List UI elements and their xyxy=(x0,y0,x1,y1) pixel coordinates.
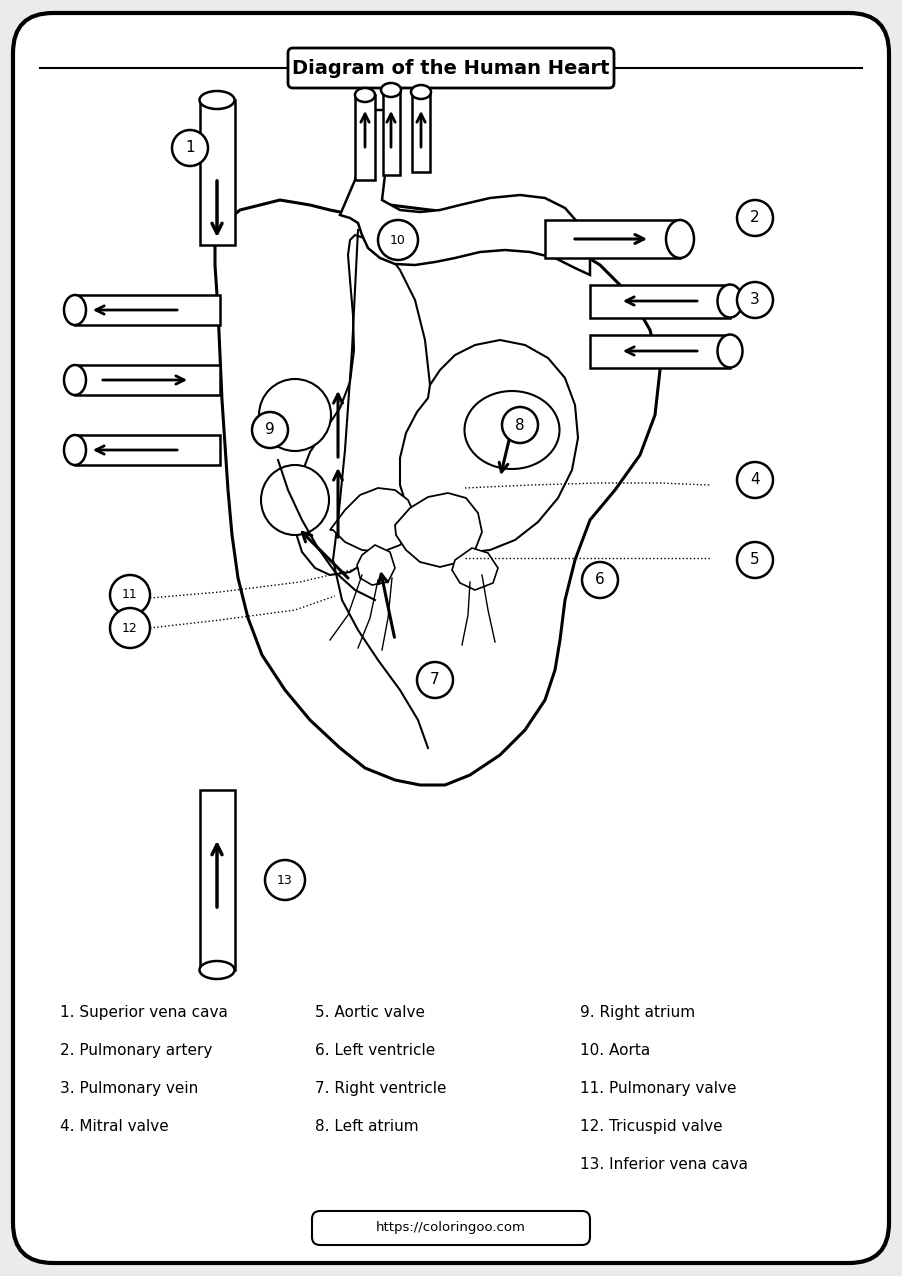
Ellipse shape xyxy=(64,435,86,464)
Polygon shape xyxy=(383,91,400,175)
Text: 12: 12 xyxy=(122,621,138,634)
Text: 7. Right ventricle: 7. Right ventricle xyxy=(315,1081,446,1096)
Polygon shape xyxy=(357,545,395,584)
Ellipse shape xyxy=(64,365,86,396)
Text: 3. Pulmonary vein: 3. Pulmonary vein xyxy=(60,1081,198,1096)
Circle shape xyxy=(737,200,773,236)
Text: 10. Aorta: 10. Aorta xyxy=(580,1042,650,1058)
Text: 4. Mitral valve: 4. Mitral valve xyxy=(60,1119,169,1134)
Text: 7: 7 xyxy=(430,672,440,688)
Polygon shape xyxy=(412,92,430,172)
Circle shape xyxy=(502,407,538,443)
Circle shape xyxy=(737,462,773,498)
Ellipse shape xyxy=(199,91,235,108)
Polygon shape xyxy=(590,336,730,367)
Text: 9. Right atrium: 9. Right atrium xyxy=(580,1005,695,1020)
Polygon shape xyxy=(452,547,498,590)
Polygon shape xyxy=(75,435,220,464)
Polygon shape xyxy=(295,235,430,575)
Ellipse shape xyxy=(465,390,559,470)
Text: 3: 3 xyxy=(750,292,759,308)
Text: 9: 9 xyxy=(265,422,275,438)
Text: 1: 1 xyxy=(185,140,195,156)
Text: 8: 8 xyxy=(515,417,525,433)
Text: 13: 13 xyxy=(277,874,293,887)
Ellipse shape xyxy=(199,961,235,979)
Polygon shape xyxy=(340,110,590,276)
FancyBboxPatch shape xyxy=(312,1211,590,1245)
Circle shape xyxy=(172,130,208,166)
Text: 2. Pulmonary artery: 2. Pulmonary artery xyxy=(60,1042,212,1058)
Text: 6. Left ventricle: 6. Left ventricle xyxy=(315,1042,436,1058)
Text: 4: 4 xyxy=(750,472,759,487)
Polygon shape xyxy=(590,285,730,318)
Ellipse shape xyxy=(666,219,694,258)
Text: 6: 6 xyxy=(595,573,605,587)
Polygon shape xyxy=(545,219,680,258)
Polygon shape xyxy=(200,790,235,970)
Ellipse shape xyxy=(261,464,329,535)
Circle shape xyxy=(110,575,150,615)
Polygon shape xyxy=(395,493,482,567)
Text: 8. Left atrium: 8. Left atrium xyxy=(315,1119,419,1134)
Ellipse shape xyxy=(411,85,431,100)
Ellipse shape xyxy=(64,295,86,325)
Circle shape xyxy=(417,662,453,698)
Ellipse shape xyxy=(717,334,742,367)
Circle shape xyxy=(265,860,305,900)
Circle shape xyxy=(252,412,288,448)
Text: Diagram of the Human Heart: Diagram of the Human Heart xyxy=(292,59,610,78)
Polygon shape xyxy=(75,365,220,396)
Polygon shape xyxy=(200,100,235,245)
Text: 2: 2 xyxy=(750,211,759,226)
Polygon shape xyxy=(215,200,660,785)
Text: 11: 11 xyxy=(122,588,138,601)
Text: 1. Superior vena cava: 1. Superior vena cava xyxy=(60,1005,228,1020)
Circle shape xyxy=(110,607,150,648)
Polygon shape xyxy=(330,487,415,553)
Text: 5. Aortic valve: 5. Aortic valve xyxy=(315,1005,425,1020)
Text: 11. Pulmonary valve: 11. Pulmonary valve xyxy=(580,1081,737,1096)
Text: 5: 5 xyxy=(750,553,759,568)
Polygon shape xyxy=(400,339,578,553)
Circle shape xyxy=(378,219,418,260)
Circle shape xyxy=(737,542,773,578)
Polygon shape xyxy=(355,94,375,180)
Ellipse shape xyxy=(259,379,331,450)
FancyBboxPatch shape xyxy=(13,13,889,1263)
Ellipse shape xyxy=(355,88,375,102)
Circle shape xyxy=(737,282,773,318)
Text: 10: 10 xyxy=(390,234,406,246)
Circle shape xyxy=(582,561,618,598)
FancyBboxPatch shape xyxy=(288,48,614,88)
Text: 13. Inferior vena cava: 13. Inferior vena cava xyxy=(580,1157,748,1171)
Ellipse shape xyxy=(381,83,401,97)
Text: https://coloringoo.com: https://coloringoo.com xyxy=(376,1221,526,1234)
Ellipse shape xyxy=(717,285,742,318)
Polygon shape xyxy=(75,295,220,325)
Text: 12. Tricuspid valve: 12. Tricuspid valve xyxy=(580,1119,723,1134)
